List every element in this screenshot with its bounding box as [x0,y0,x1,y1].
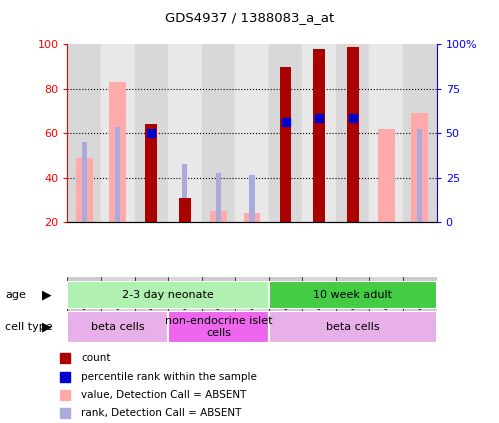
Bar [269,277,302,341]
Text: 10 week adult: 10 week adult [313,290,392,300]
Bar [216,173,221,222]
Bar [336,44,369,222]
Text: GSM1146027: GSM1146027 [315,282,324,338]
Bar [168,277,202,341]
Bar [244,213,260,222]
Bar [250,176,254,222]
Text: GSM1146030: GSM1146030 [415,282,424,338]
Bar [210,211,227,222]
Bar [403,277,437,341]
Text: value, Detection Call = ABSENT: value, Detection Call = ABSENT [81,390,247,400]
Bar [179,198,191,222]
Bar [336,277,369,341]
Text: ▶: ▶ [42,288,52,302]
Text: GDS4937 / 1388083_a_at: GDS4937 / 1388083_a_at [165,11,334,24]
Text: GSM1146032: GSM1146032 [113,282,122,338]
Bar [135,277,168,341]
Bar [82,142,87,222]
Text: GSM1146033: GSM1146033 [147,282,156,338]
Text: GSM1146031: GSM1146031 [80,282,89,338]
Bar [369,44,403,222]
Text: GSM1146026: GSM1146026 [281,282,290,338]
Bar [115,126,120,222]
Bar [101,44,135,222]
Text: rank, Detection Call = ABSENT: rank, Detection Call = ABSENT [81,408,242,418]
Bar [168,311,269,343]
Bar [168,44,202,222]
Text: GSM1146034: GSM1146034 [180,282,189,338]
Bar [269,311,437,343]
Text: ▶: ▶ [42,320,52,333]
Text: GSM1146028: GSM1146028 [348,282,357,338]
Bar [279,67,291,222]
Bar [235,44,269,222]
Bar [378,129,395,222]
Bar [67,311,168,343]
Text: cell type: cell type [5,322,52,332]
Bar [109,82,126,222]
Bar [101,277,135,341]
Bar [269,281,437,309]
Bar [145,124,157,222]
Bar [417,129,422,222]
Text: age: age [5,290,26,300]
Text: GSM1146029: GSM1146029 [382,282,391,338]
Bar [302,44,336,222]
Text: 2-3 day neonate: 2-3 day neonate [122,290,214,300]
Text: GSM1146035: GSM1146035 [214,282,223,338]
Text: beta cells: beta cells [326,322,380,332]
Bar [202,44,235,222]
Bar [135,44,168,222]
Bar [235,277,269,341]
Bar [269,44,302,222]
Bar [67,277,101,341]
Bar [182,165,187,222]
Bar [302,277,336,341]
Bar [369,277,403,341]
Bar [412,113,428,222]
Bar [67,281,269,309]
Text: count: count [81,353,111,363]
Bar [202,277,235,341]
Bar [76,158,92,222]
Bar [313,49,325,222]
Bar [67,44,101,222]
Text: non-endocrine islet
cells: non-endocrine islet cells [165,316,272,338]
Text: GSM1146036: GSM1146036 [248,282,256,338]
Bar [403,44,437,222]
Bar [347,47,359,222]
Text: beta cells: beta cells [91,322,145,332]
Text: percentile rank within the sample: percentile rank within the sample [81,371,257,382]
